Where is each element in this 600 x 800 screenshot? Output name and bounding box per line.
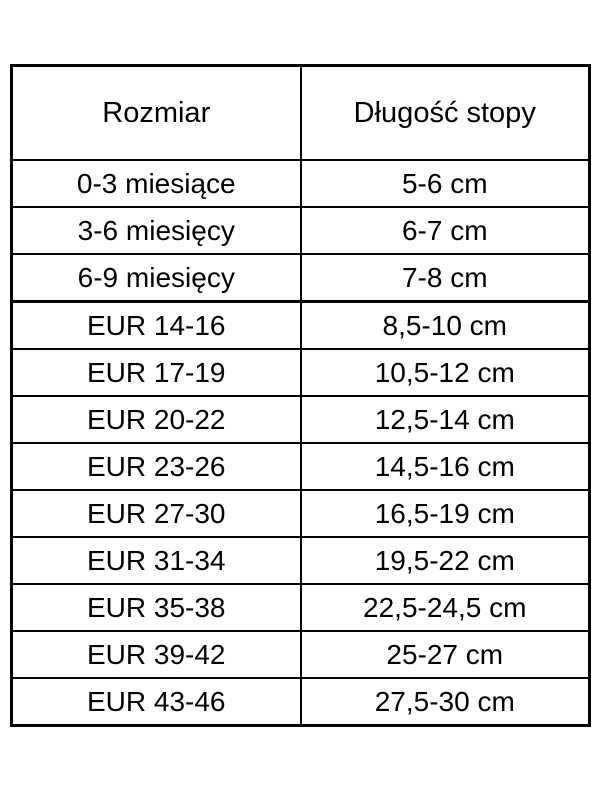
foot-length-cell: 10,5-12 cm <box>299 348 591 397</box>
table-row: 0-3 miesiące 5-6 cm <box>10 159 591 208</box>
foot-length-cell: 6-7 cm <box>299 206 591 255</box>
size-cell: 0-3 miesiące <box>10 159 302 208</box>
foot-length-cell: 25-27 cm <box>299 630 591 679</box>
table-row: EUR 35-38 22,5-24,5 cm <box>10 583 591 632</box>
size-cell: EUR 23-26 <box>10 442 302 491</box>
table-row: EUR 43-46 27,5-30 cm <box>10 677 591 727</box>
foot-length-cell: 5-6 cm <box>299 159 591 208</box>
table-row: 6-9 miesięcy 7-8 cm <box>10 253 591 303</box>
size-cell: EUR 39-42 <box>10 630 302 679</box>
size-cell: EUR 31-34 <box>10 536 302 585</box>
table-row: EUR 14-16 8,5-10 cm <box>10 300 591 350</box>
size-cell: EUR 17-19 <box>10 348 302 397</box>
size-cell: EUR 27-30 <box>10 489 302 538</box>
foot-length-cell: 27,5-30 cm <box>299 677 591 727</box>
size-cell: EUR 35-38 <box>10 583 302 632</box>
foot-length-cell: 19,5-22 cm <box>299 536 591 585</box>
header-size-column: Rozmiar <box>10 64 302 161</box>
foot-length-cell: 14,5-16 cm <box>299 442 591 491</box>
header-foot-length-column: Długość stopy <box>299 64 591 161</box>
foot-length-cell: 16,5-19 cm <box>299 489 591 538</box>
table-row: EUR 20-22 12,5-14 cm <box>10 395 591 444</box>
size-cell: 3-6 miesięcy <box>10 206 302 255</box>
size-table: Rozmiar Długość stopy 0-3 miesiące 5-6 c… <box>10 64 591 727</box>
table-header-row: Rozmiar Długość stopy <box>10 64 591 161</box>
size-cell: EUR 43-46 <box>10 677 302 727</box>
table-row: EUR 39-42 25-27 cm <box>10 630 591 679</box>
foot-length-cell: 12,5-14 cm <box>299 395 591 444</box>
size-cell: EUR 14-16 <box>10 300 302 350</box>
table-row: EUR 31-34 19,5-22 cm <box>10 536 591 585</box>
size-cell: 6-9 miesięcy <box>10 253 302 303</box>
table-row: 3-6 miesięcy 6-7 cm <box>10 206 591 255</box>
table-row: EUR 23-26 14,5-16 cm <box>10 442 591 491</box>
foot-length-cell: 22,5-24,5 cm <box>299 583 591 632</box>
foot-length-cell: 7-8 cm <box>299 253 591 303</box>
table-row: EUR 17-19 10,5-12 cm <box>10 348 591 397</box>
table-row: EUR 27-30 16,5-19 cm <box>10 489 591 538</box>
size-cell: EUR 20-22 <box>10 395 302 444</box>
foot-length-cell: 8,5-10 cm <box>299 300 591 350</box>
